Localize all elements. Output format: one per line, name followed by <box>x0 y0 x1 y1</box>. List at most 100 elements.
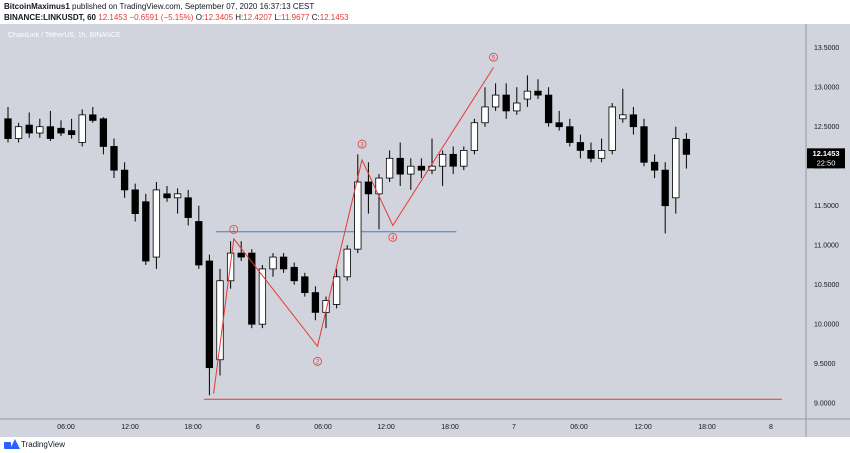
candle-bearish <box>279 256 288 270</box>
wave-label-circle <box>357 139 367 149</box>
candle-bearish <box>184 197 192 218</box>
candle-bearish <box>163 193 171 199</box>
wave-label-circle <box>229 224 239 234</box>
candle-bullish <box>78 114 86 143</box>
candle-bearish <box>629 114 638 128</box>
high-value: 12.4207 <box>243 13 273 22</box>
wave-label: 3 <box>360 142 364 148</box>
candle-bullish <box>14 126 23 139</box>
wave-label: 1 <box>232 228 236 234</box>
candle-bullish <box>269 256 277 270</box>
candle-bearish <box>650 161 659 171</box>
chart-label: ChainLink / TetherUS, 1h, BINANCE <box>8 32 121 39</box>
price-tick-label: 13.5000 <box>814 45 839 52</box>
horizontal-levels[interactable] <box>204 231 782 400</box>
high-label: H: <box>235 13 244 22</box>
candle-bearish <box>46 126 55 139</box>
candle-bearish <box>576 142 585 151</box>
candles <box>4 75 691 396</box>
time-tick-label: 8 <box>769 424 773 431</box>
candle-bearish <box>682 138 691 155</box>
candle-bullish <box>385 157 394 179</box>
open-label: O: <box>195 13 205 22</box>
candle-bullish <box>672 138 680 199</box>
symbol-info: BINANCE:LINKUSDT, 60 12.1453 −0.6591 (−5… <box>4 13 349 22</box>
candle-bearish <box>89 114 97 121</box>
candle-bearish <box>534 90 542 96</box>
low-label: L: <box>274 13 282 22</box>
close-value: 12.1453 <box>319 13 349 22</box>
candle-bullish <box>173 193 182 199</box>
candle-bearish <box>25 124 33 134</box>
candle-bearish <box>449 153 457 167</box>
time-tick-label: 12:00 <box>377 424 395 431</box>
candle-bullish <box>523 90 532 100</box>
publisher-name[interactable]: BitcoinMaximus1 <box>4 2 70 11</box>
candle-bearish <box>110 146 118 171</box>
footer: TradingView <box>0 437 850 453</box>
candle-bullish <box>152 189 161 258</box>
candle-bearish <box>237 252 245 258</box>
candle-bullish <box>375 177 383 195</box>
plot-background <box>0 24 850 437</box>
candle-bullish <box>470 122 479 151</box>
candle-bullish <box>491 94 500 108</box>
price-tick-label: 12.5000 <box>814 124 839 131</box>
candle-bullish <box>597 150 606 159</box>
candle-bullish <box>332 276 341 305</box>
wave-label: 4 <box>391 236 395 242</box>
tradingview-icon <box>4 439 20 449</box>
publish-info: BitcoinMaximus1 published on TradingView… <box>4 2 314 11</box>
candle-bearish <box>417 165 426 171</box>
elliott-wave[interactable]: 1 2 3 4 5 <box>213 52 498 394</box>
price-tick-label: 13.0000 <box>814 85 839 92</box>
price-tag: 12.1453 22:50 <box>807 148 845 169</box>
candle-bearish <box>555 122 563 128</box>
candle-bullish <box>343 248 351 278</box>
candle-bearish <box>364 181 373 195</box>
candle-bearish <box>311 292 320 313</box>
candlestick-chart[interactable]: ChainLink / TetherUS, 1h, BINANCE 12345 … <box>0 24 850 437</box>
wave-path <box>213 67 494 394</box>
candle-bearish <box>67 130 76 136</box>
time-tick-label: 12:00 <box>634 424 652 431</box>
candle-bullish <box>481 106 489 124</box>
candle-bearish <box>248 252 256 325</box>
price-tag-box <box>807 148 845 169</box>
candle-bearish <box>99 118 108 147</box>
chart-header: BitcoinMaximus1 published on TradingView… <box>0 0 850 24</box>
price-axis[interactable] <box>807 24 850 419</box>
candle-bearish <box>120 169 129 191</box>
wave-label-circle <box>388 232 398 242</box>
price-tick-label: 9.5000 <box>814 361 836 368</box>
wave-label-circle <box>489 52 498 62</box>
candle-bearish <box>566 126 574 143</box>
low-value: 11.9677 <box>281 13 310 22</box>
open-value: 12.3405 <box>204 13 234 22</box>
candle-bearish <box>661 169 669 207</box>
candle-bullish <box>460 150 468 167</box>
symbol-name: BINANCE:LINKUSDT, 60 <box>4 13 97 22</box>
candle-bearish <box>195 221 203 266</box>
candle-bullish <box>407 165 415 175</box>
wave-label-circle <box>313 356 322 366</box>
time-tick-label: 6 <box>256 424 260 431</box>
candle-bearish <box>142 201 150 262</box>
price-tag-countdown: 22:50 <box>817 158 836 167</box>
candle-bearish <box>4 118 12 139</box>
time-tick-label: 18:00 <box>184 424 202 431</box>
time-tick-label: 18:00 <box>698 424 716 431</box>
price-tick-label: 10.5000 <box>814 282 839 289</box>
price-tick-label: 11.0000 <box>814 243 839 250</box>
tradingview-logo[interactable]: TradingView <box>4 439 65 449</box>
price-tick-label: 9.0000 <box>814 401 836 408</box>
candle-bearish <box>301 276 309 294</box>
time-ticks: 06:00 12:00 18:00 6 06:00 12:00 18:00 7 06:00 12:… <box>57 424 773 431</box>
candle-bearish <box>587 150 595 159</box>
time-tick-label: 06:00 <box>570 424 588 431</box>
candle-bullish <box>619 114 627 120</box>
time-tick-label: 7 <box>512 424 516 431</box>
candle-bearish <box>205 260 214 369</box>
published-text: published on TradingView.com, September … <box>72 2 315 11</box>
